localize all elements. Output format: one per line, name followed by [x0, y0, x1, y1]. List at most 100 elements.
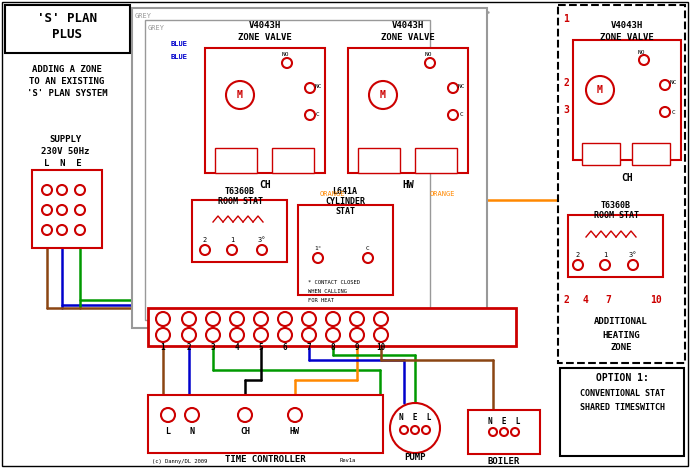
Text: ZONE VALVE: ZONE VALVE — [381, 32, 435, 42]
Text: NO: NO — [638, 50, 644, 54]
Text: CH: CH — [621, 173, 633, 183]
Circle shape — [305, 110, 315, 120]
Circle shape — [374, 328, 388, 342]
Text: GREY: GREY — [135, 13, 152, 19]
Bar — [148, 308, 516, 346]
Text: CH: CH — [240, 427, 250, 437]
Circle shape — [206, 328, 220, 342]
Bar — [558, 5, 685, 363]
Text: 1°: 1° — [314, 246, 322, 250]
Circle shape — [660, 107, 670, 117]
Circle shape — [411, 426, 419, 434]
Circle shape — [448, 110, 458, 120]
Text: C: C — [671, 110, 675, 115]
Text: L: L — [166, 427, 170, 437]
Text: ORANGE: ORANGE — [320, 191, 346, 197]
Circle shape — [369, 81, 397, 109]
Circle shape — [305, 83, 315, 93]
Circle shape — [161, 408, 175, 422]
Circle shape — [586, 76, 614, 104]
Circle shape — [57, 185, 67, 195]
Text: 5: 5 — [259, 343, 264, 351]
Text: V4043H: V4043H — [249, 22, 281, 30]
Text: CH: CH — [259, 180, 271, 190]
Text: (c) Danny/DL 2009: (c) Danny/DL 2009 — [152, 459, 207, 463]
Circle shape — [573, 260, 583, 270]
Bar — [468, 410, 540, 454]
Text: N  E  L: N E L — [488, 417, 520, 426]
Bar — [148, 395, 383, 453]
Text: 'S' PLAN: 'S' PLAN — [37, 13, 97, 25]
Circle shape — [628, 260, 638, 270]
Text: 3°: 3° — [629, 252, 638, 258]
Text: 2: 2 — [563, 78, 569, 88]
Text: V4043H: V4043H — [611, 22, 643, 30]
Bar — [298, 205, 393, 295]
Circle shape — [350, 328, 364, 342]
Text: PUMP: PUMP — [404, 453, 426, 462]
Circle shape — [278, 328, 292, 342]
Bar — [5, 5, 130, 53]
Text: C: C — [316, 112, 320, 117]
Circle shape — [363, 253, 373, 263]
Circle shape — [511, 428, 519, 436]
Circle shape — [206, 312, 220, 326]
Circle shape — [75, 185, 85, 195]
Circle shape — [182, 328, 196, 342]
Text: 3°: 3° — [258, 237, 266, 243]
Bar — [348, 48, 468, 173]
Circle shape — [326, 328, 340, 342]
Circle shape — [302, 312, 316, 326]
Text: BOILER: BOILER — [488, 458, 520, 467]
Text: 2: 2 — [576, 252, 580, 258]
Text: 230V 50Hz: 230V 50Hz — [41, 146, 89, 155]
Text: 2: 2 — [187, 343, 191, 351]
Text: 9: 9 — [355, 343, 359, 351]
Circle shape — [422, 426, 430, 434]
Circle shape — [57, 205, 67, 215]
Text: TO AN EXISTING: TO AN EXISTING — [30, 78, 105, 87]
Text: * CONTACT CLOSED: * CONTACT CLOSED — [308, 280, 360, 285]
Bar — [582, 143, 620, 165]
Circle shape — [282, 58, 292, 68]
Text: T6360B: T6360B — [225, 188, 255, 197]
Circle shape — [156, 312, 170, 326]
Circle shape — [288, 408, 302, 422]
Text: ZONE VALVE: ZONE VALVE — [600, 32, 654, 42]
Circle shape — [660, 80, 670, 90]
Text: CONVENTIONAL STAT: CONVENTIONAL STAT — [580, 389, 664, 398]
Text: Rev1a: Rev1a — [340, 459, 356, 463]
Text: HW: HW — [290, 427, 300, 437]
Circle shape — [227, 245, 237, 255]
Circle shape — [400, 426, 408, 434]
Text: 7: 7 — [306, 343, 311, 351]
Bar — [192, 200, 287, 262]
Text: STAT: STAT — [335, 207, 355, 217]
Bar — [132, 8, 487, 328]
Text: L  N  E: L N E — [44, 159, 82, 168]
Circle shape — [639, 55, 649, 65]
Circle shape — [75, 205, 85, 215]
Text: 6: 6 — [283, 343, 287, 351]
Text: ORANGE: ORANGE — [430, 191, 455, 197]
Circle shape — [500, 428, 508, 436]
Bar — [32, 170, 102, 248]
Bar — [632, 143, 670, 165]
Circle shape — [226, 81, 254, 109]
Circle shape — [254, 328, 268, 342]
Text: ZONE: ZONE — [610, 344, 632, 352]
Text: T6360B: T6360B — [601, 200, 631, 210]
Text: SHARED TIMESWITCH: SHARED TIMESWITCH — [580, 402, 664, 411]
Circle shape — [302, 328, 316, 342]
Text: 1: 1 — [603, 252, 607, 258]
Text: NO: NO — [282, 52, 288, 58]
Text: BLUE: BLUE — [170, 41, 187, 47]
Circle shape — [448, 83, 458, 93]
Circle shape — [156, 328, 170, 342]
Bar — [415, 148, 457, 173]
Circle shape — [230, 328, 244, 342]
Circle shape — [200, 245, 210, 255]
Circle shape — [238, 408, 252, 422]
Text: NC: NC — [669, 80, 677, 86]
Text: 4: 4 — [583, 295, 589, 305]
